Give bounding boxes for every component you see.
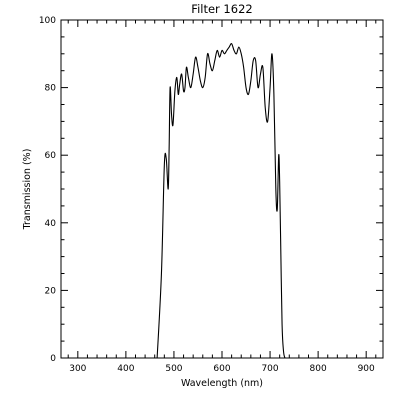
x-tick-label: 700 (261, 364, 278, 374)
series-group (156, 43, 286, 359)
transmission-series-line (156, 43, 286, 359)
plot-frame-group (60, 19, 384, 359)
x-tick-label: 500 (165, 364, 182, 374)
axis-ticks (61, 19, 383, 359)
y-tick-label: 100 (39, 16, 56, 26)
tick-labels: 300 400 500 600 700 800 900 0 20 40 60 80 100 (39, 16, 375, 374)
plot-frame (60, 19, 384, 359)
x-tick-label: 600 (213, 364, 230, 374)
y-tick-label: 20 (45, 286, 57, 296)
y-tick-label: 80 (45, 84, 57, 94)
y-axis-title: Transmission (%) (22, 149, 33, 231)
y-tick-label: 40 (45, 219, 57, 229)
x-tick-label: 400 (117, 364, 134, 374)
x-tick-label: 300 (69, 364, 86, 374)
y-tick-label: 0 (50, 354, 56, 364)
x-tick-label: 800 (310, 364, 327, 374)
chart-title: Filter 1622 (191, 2, 252, 16)
x-tick-label: 900 (358, 364, 375, 374)
x-axis-title: Wavelength (nm) (181, 378, 263, 389)
y-tick-label: 60 (45, 151, 57, 161)
